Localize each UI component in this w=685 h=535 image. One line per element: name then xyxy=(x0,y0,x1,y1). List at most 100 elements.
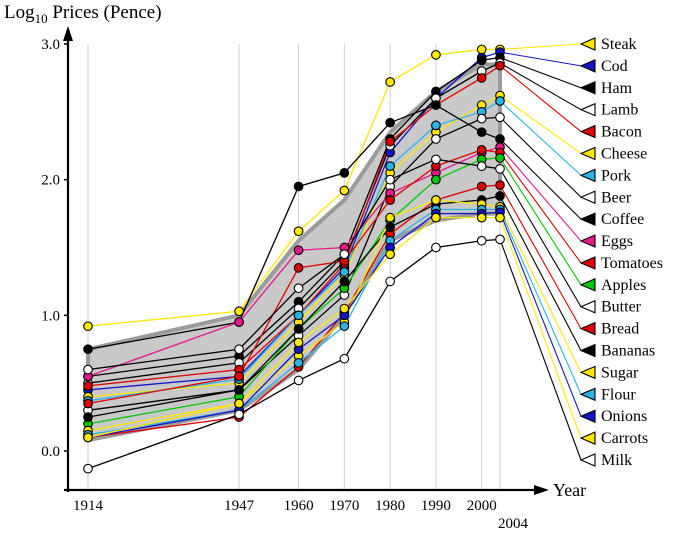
legend-triangle-icon xyxy=(579,387,596,402)
legend-label: Cheese xyxy=(601,145,647,162)
data-point-marker xyxy=(476,73,487,83)
legend-item-onions: Onions xyxy=(579,408,647,425)
legend-connector-line xyxy=(499,217,582,439)
y-axis-arrow-icon xyxy=(63,26,73,41)
data-point-marker xyxy=(83,412,93,422)
x-tick-label: 1914 xyxy=(73,498,104,514)
legend-label: Coffee xyxy=(601,211,644,228)
x-tick-label: 1990 xyxy=(421,498,451,514)
data-point-marker xyxy=(431,120,441,131)
data-point-marker xyxy=(234,306,244,317)
data-point-marker xyxy=(431,195,441,205)
data-point-marker xyxy=(431,100,441,110)
legend-triangle-icon xyxy=(579,212,596,226)
legend-item-cod: Cod xyxy=(579,58,628,75)
legend-triangle-icon xyxy=(579,190,596,205)
data-point-marker xyxy=(431,242,441,253)
y-tick-label: 2.0 xyxy=(41,173,60,189)
data-point-marker xyxy=(476,161,487,171)
chart-title-subscript: 10 xyxy=(34,10,48,26)
data-point-marker xyxy=(385,174,395,185)
data-point-marker xyxy=(385,195,395,205)
legend-item-lamb: Lamb xyxy=(579,102,638,119)
legend-label: Pork xyxy=(601,167,631,184)
data-point-marker xyxy=(293,357,304,368)
legend-label: Cod xyxy=(601,58,628,75)
data-point-marker xyxy=(495,96,505,106)
y-tick-label: 3.0 xyxy=(41,37,60,53)
data-point-marker xyxy=(476,181,487,192)
legend-item-flour: Flour xyxy=(579,386,636,403)
legend-triangle-icon xyxy=(579,256,596,270)
data-point-marker xyxy=(495,153,505,163)
legend-connector-line xyxy=(499,116,582,198)
legend-connector-line xyxy=(499,209,582,395)
legend-triangle-icon xyxy=(579,37,596,51)
legend-item-steak: Steak xyxy=(579,36,637,53)
x-tick-label: 1970 xyxy=(329,498,359,514)
series-line-bacon xyxy=(87,65,501,387)
data-point-marker xyxy=(234,317,244,327)
data-point-marker xyxy=(339,321,350,332)
x-tick-label: 1980 xyxy=(375,498,405,514)
data-point-marker xyxy=(385,136,395,147)
data-point-marker xyxy=(293,324,304,334)
legend-label: Lamb xyxy=(601,102,638,119)
legend-connector-line xyxy=(499,206,582,373)
legend-triangle-icon xyxy=(579,365,596,380)
legend-connector-line xyxy=(499,138,582,220)
data-point-marker xyxy=(339,276,350,287)
data-point-marker xyxy=(83,321,93,332)
y-tick-label: 0.0 xyxy=(41,444,60,460)
legend-item-beer: Beer xyxy=(579,189,632,206)
data-point-marker xyxy=(476,212,487,223)
legend-label: Flour xyxy=(601,386,636,403)
series-line-cheese xyxy=(87,94,501,398)
legend-connector-line xyxy=(499,146,582,242)
chart-title-rest: Prices (Pence) xyxy=(47,2,162,23)
data-point-marker xyxy=(476,235,487,246)
x-tick-label: 2000 xyxy=(467,498,497,514)
data-point-marker xyxy=(234,385,244,395)
data-point-marker xyxy=(476,55,487,66)
legend-connector-line xyxy=(499,195,582,351)
data-point-marker xyxy=(431,50,441,60)
series-line-butter xyxy=(87,158,501,371)
y-tick-label: 1.0 xyxy=(41,308,60,324)
data-point-marker xyxy=(83,432,93,443)
legend-connector-line xyxy=(499,57,582,89)
legend-triangle-icon xyxy=(579,102,596,117)
data-point-marker xyxy=(339,267,350,277)
legend-triangle-icon xyxy=(579,278,596,292)
legend-connector-line xyxy=(499,51,582,67)
series-line-carrots xyxy=(87,217,500,439)
data-point-marker xyxy=(476,44,487,55)
legend: Steak Cod Ham Lamb Bacon Cheese Pork Beer Coffee… xyxy=(579,36,663,469)
legend-triangle-icon xyxy=(579,168,596,183)
data-point-marker xyxy=(431,134,441,144)
data-point-marker xyxy=(293,375,304,386)
data-point-marker xyxy=(339,353,350,364)
data-point-marker xyxy=(83,344,93,355)
series-line-pork xyxy=(87,100,501,402)
data-point-marker xyxy=(495,60,505,71)
data-point-marker xyxy=(431,174,441,185)
data-point-marker xyxy=(476,113,487,124)
legend-item-tomatoes: Tomatoes xyxy=(579,255,663,272)
chart-title-prefix: Log xyxy=(4,2,35,23)
series-line-coffee xyxy=(87,104,501,350)
data-point-marker xyxy=(495,134,505,144)
legend-label: Apples xyxy=(601,277,646,294)
legend-triangle-icon xyxy=(579,80,596,95)
data-point-marker xyxy=(234,344,244,355)
data-point-marker xyxy=(385,161,395,171)
data-point-marker xyxy=(339,249,350,260)
data-point-marker xyxy=(234,409,244,420)
legend-connector-line xyxy=(499,62,582,111)
legend-label: Milk xyxy=(601,452,632,469)
legend-connectors xyxy=(499,43,582,461)
legend-connector-line xyxy=(499,184,582,329)
legend-label: Carrots xyxy=(601,430,648,447)
